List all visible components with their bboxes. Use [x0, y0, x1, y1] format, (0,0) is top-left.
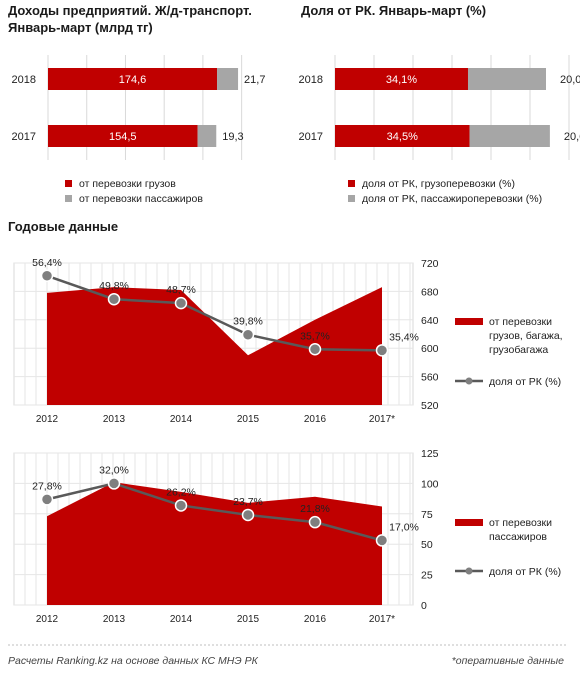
share-bar-1 — [467, 68, 546, 90]
income-category-label: 2017 — [12, 131, 36, 143]
passenger-x-tick-label: 2013 — [103, 614, 126, 625]
freight-line-label: 48,7% — [166, 284, 196, 296]
freight-y-tick-label: 560 — [421, 372, 439, 384]
share-legend-swatch — [348, 180, 355, 187]
freight-legend-area-label: грузов, багажа, — [489, 330, 563, 342]
income-chart-title: Доходы предприятий. Ж/д-транспорт. Январ… — [8, 3, 252, 35]
passenger-x-tick-label: 2014 — [170, 614, 193, 625]
passenger-x-tick-label: 2015 — [237, 614, 260, 625]
freight-legend-area-label: грузобагажа — [489, 344, 548, 356]
passenger-share-line — [46, 482, 383, 542]
passenger-legend-line-label: доля от РК (%) — [489, 566, 561, 578]
freight-y-tick-label: 640 — [421, 315, 439, 327]
passenger-line-point — [308, 515, 322, 529]
share-legend-swatch — [348, 195, 355, 202]
freight-line-point — [375, 344, 389, 357]
share-legend-label: доля от РК, пассажироперевозки (%) — [362, 193, 542, 205]
freight-x-tick-label: 2017* — [369, 414, 395, 425]
share-data-label: 20,6% — [564, 131, 580, 143]
passenger-legend-area-swatch — [455, 519, 483, 526]
passenger-y-tick-label: 0 — [421, 600, 427, 612]
share-chart-title: Доля от РК. Январь-март (%) — [301, 3, 487, 18]
freight-y-tick-label: 680 — [421, 286, 439, 298]
passenger-line-label: 26,2% — [166, 486, 196, 498]
passenger-line-label: 17,0% — [389, 521, 419, 533]
passenger-line-point — [107, 477, 121, 490]
share-category-label: 2018 — [299, 74, 323, 86]
income-bar-0 — [48, 68, 218, 90]
passenger-legend-area-label: от перевозки — [489, 517, 552, 529]
share-data-label: 34,1% — [386, 74, 417, 86]
share-category-label: 2017 — [299, 131, 323, 143]
freight-legend-area-swatch — [455, 318, 483, 325]
freight-y-tick-label: 520 — [421, 400, 439, 412]
passenger-line-point — [174, 499, 188, 512]
share-data-label: 20,0% — [560, 74, 580, 86]
freight-line-label: 39,8% — [233, 316, 263, 328]
income-legend-swatch — [65, 195, 72, 202]
income-data-label: 19,3 — [222, 131, 243, 143]
freight-line-point — [241, 328, 255, 341]
share-bar-0 — [335, 125, 470, 147]
source-note: Расчеты Ranking.kz на основе данных КС М… — [8, 655, 258, 667]
freight-line-label: 35,4% — [389, 331, 419, 343]
income-data-label: 154,5 — [109, 131, 137, 143]
passenger-x-tick-label: 2017* — [369, 614, 395, 625]
freight-line-label: 35,7% — [300, 330, 330, 342]
share-legend-label: доля от РК, грузоперевозки (%) — [362, 178, 515, 190]
freight-x-tick-label: 2014 — [170, 414, 193, 425]
passenger-y-tick-label: 25 — [421, 570, 433, 582]
passenger-line-point — [241, 508, 255, 522]
annual-section-title: Годовые данные — [8, 219, 119, 234]
passenger-line-point — [375, 534, 389, 547]
freight-line-label: 56,4% — [32, 257, 62, 269]
income-bar-1 — [217, 68, 239, 90]
freight-line-point — [174, 296, 188, 310]
income-legend-label: от перевозки пассажиров — [79, 193, 203, 205]
income-legend-swatch — [65, 180, 72, 187]
income-legend-label: от перевозки грузов — [79, 178, 176, 190]
income-bar-0 — [48, 125, 198, 147]
passenger-legend-area-label: пассажиров — [489, 531, 547, 543]
freight-legend-line-label: доля от РК (%) — [489, 376, 561, 388]
income-bar-1 — [197, 125, 217, 147]
freight-x-tick-label: 2012 — [36, 414, 59, 425]
freight-line-point — [107, 292, 121, 306]
passenger-x-tick-label: 2012 — [36, 614, 59, 625]
passenger-line-label: 21,8% — [300, 503, 330, 515]
passenger-y-tick-label: 125 — [421, 448, 439, 460]
passenger-line-point — [40, 493, 54, 506]
share-data-label: 34,5% — [387, 131, 418, 143]
passenger-y-tick-label: 100 — [421, 478, 439, 490]
freight-y-tick-label: 600 — [421, 343, 439, 355]
passenger-y-tick-label: 50 — [421, 539, 433, 551]
freight-legend-line-marker — [465, 377, 473, 385]
freight-y-tick-label: 720 — [421, 258, 439, 270]
freight-area — [47, 287, 382, 405]
income-data-label: 21,7 — [244, 74, 265, 86]
passenger-y-tick-label: 75 — [421, 509, 433, 521]
passenger-x-tick-label: 2016 — [304, 614, 327, 625]
income-data-label: 174,6 — [119, 74, 147, 86]
income-category-label: 2018 — [12, 74, 36, 86]
passenger-line-label: 27,8% — [32, 480, 62, 492]
freight-x-tick-label: 2015 — [237, 414, 260, 425]
freight-legend-area-label: от перевозки — [489, 316, 552, 328]
passenger-line-label: 23,7% — [233, 496, 263, 508]
preliminary-note: *оперативные данные — [451, 655, 564, 667]
freight-x-tick-label: 2013 — [103, 414, 126, 425]
share-bar-0 — [335, 68, 468, 90]
passenger-legend-line-marker — [465, 567, 473, 575]
freight-x-tick-label: 2016 — [304, 414, 327, 425]
freight-line-label: 49,8% — [99, 280, 129, 292]
freight-share-line — [46, 274, 383, 352]
freight-line-point — [308, 343, 322, 356]
passenger-area — [47, 482, 382, 605]
share-bar-1 — [469, 125, 550, 147]
passenger-line-label: 32,0% — [99, 464, 129, 476]
freight-line-point — [40, 269, 54, 283]
